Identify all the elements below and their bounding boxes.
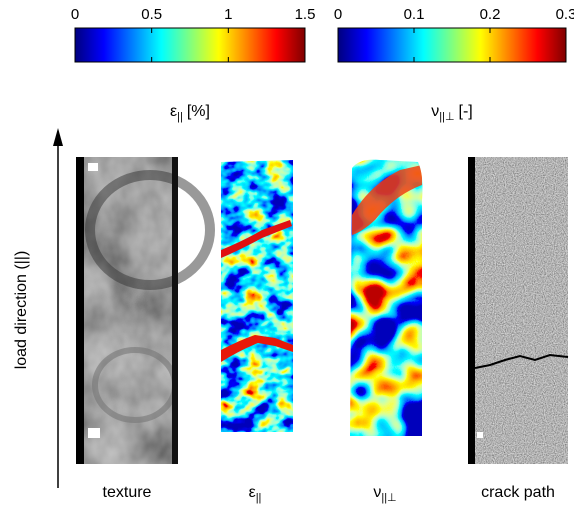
colorbar-label: ν||⊥ [-] [431, 103, 473, 123]
axis-label: load direction (||) [13, 251, 30, 370]
strain-band [221, 220, 292, 258]
tick-label: 0.5 [141, 6, 162, 23]
tick-label: 0.2 [480, 6, 501, 23]
panel-caption: texture [103, 484, 152, 501]
subscript: ||⊥ [381, 492, 396, 504]
subscript: ||⊥ [439, 111, 454, 123]
panel-caption: crack path [481, 484, 555, 501]
strain-band [221, 335, 293, 362]
spot [88, 163, 98, 171]
crack-image [468, 157, 568, 464]
symbol: ε [170, 103, 177, 120]
edge [468, 157, 475, 464]
edge [172, 157, 178, 464]
tick-label: 1.5 [295, 6, 316, 23]
subscript: || [256, 492, 262, 504]
unit: [%] [187, 103, 210, 120]
colorbar [337, 27, 567, 63]
tick-label: 0 [71, 6, 79, 23]
subscript: || [177, 111, 183, 123]
colorbar [74, 27, 306, 63]
tick-label: 0.3 [556, 6, 574, 23]
symbol: ε [249, 484, 256, 501]
unit: [-] [459, 103, 473, 120]
symbol: ν [373, 484, 381, 501]
panel-caption: ν||⊥ [373, 484, 396, 504]
v-band [352, 165, 422, 235]
tick-label: 0 [334, 6, 342, 23]
colorbar-label: ε|| [%] [170, 103, 210, 123]
symbol: ν [431, 103, 439, 120]
strain-field [221, 160, 293, 432]
tick-label: 0.1 [404, 6, 425, 23]
spot [477, 432, 483, 438]
edge [76, 157, 84, 464]
arrow-head [53, 128, 63, 146]
spot [88, 428, 100, 438]
tick-label: 1 [224, 6, 232, 23]
field-image [221, 160, 293, 432]
crack [474, 353, 569, 369]
texture-ring [85, 170, 215, 290]
panel-caption: ε|| [249, 484, 262, 504]
v-field [350, 159, 423, 436]
